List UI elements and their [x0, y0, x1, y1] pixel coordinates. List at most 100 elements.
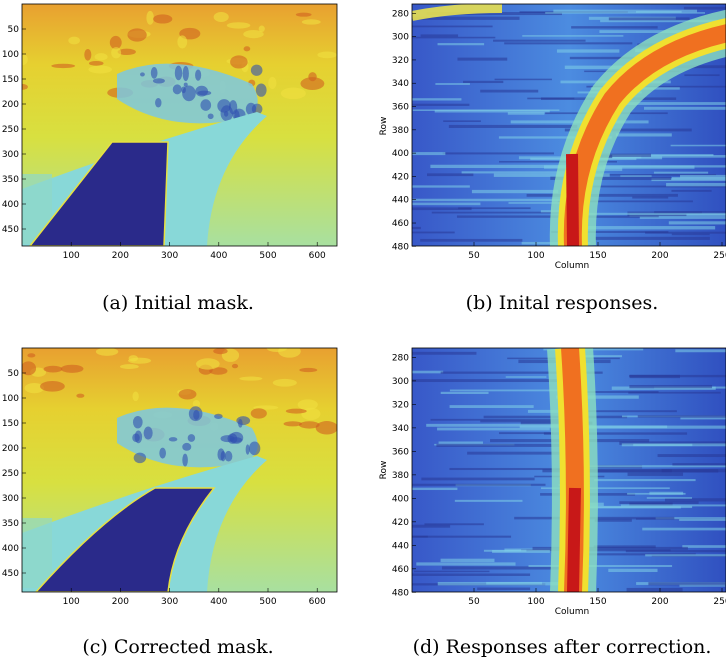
streak: [627, 492, 686, 495]
texture: [231, 363, 239, 369]
streak: [528, 565, 673, 567]
x-tick-label: 300: [161, 597, 178, 607]
streak: [578, 410, 677, 413]
streak: [620, 175, 652, 178]
texture: [152, 78, 165, 84]
axes-box: [21, 3, 338, 247]
panel: 100 200 300 400 500 600 50 100 150 200 250 300 350 40…: [2, 3, 338, 314]
y-tick-label: 440: [392, 196, 409, 206]
texture: [132, 433, 140, 443]
y-tick-label: 450: [2, 569, 19, 579]
top-band: [412, 4, 503, 21]
y-tick-label: 150: [2, 75, 19, 85]
streak: [440, 391, 489, 395]
streak: [498, 432, 553, 435]
streak: [416, 562, 516, 566]
y-tick-label: 380: [392, 126, 409, 136]
streak: [442, 152, 554, 155]
x-tick-label: 250: [713, 251, 726, 261]
y-tick-label: 350: [2, 175, 19, 185]
texture: [22, 361, 37, 376]
streak: [449, 389, 574, 392]
y-tick-label: 150: [2, 419, 19, 429]
y-tick-label: 400: [392, 149, 409, 159]
x-tick-label: 50: [468, 251, 480, 261]
band-core: [567, 487, 581, 592]
streak: [486, 581, 543, 585]
streak: [543, 432, 688, 435]
streak: [551, 231, 669, 233]
streak: [574, 215, 659, 218]
streak: [467, 451, 560, 455]
streak: [493, 39, 586, 42]
streak: [625, 549, 726, 553]
streak: [632, 196, 669, 199]
streak: [608, 568, 658, 573]
streak: [556, 395, 639, 399]
texture: [213, 12, 229, 22]
streak: [671, 233, 710, 236]
streak: [637, 415, 726, 418]
texture: [88, 65, 113, 74]
streak: [603, 154, 726, 158]
x-tick-label: 100: [63, 251, 80, 261]
streak: [671, 189, 712, 192]
streak: [477, 587, 531, 591]
x-tick-label: 200: [651, 597, 668, 607]
streak: [602, 174, 717, 176]
streak: [443, 120, 481, 122]
image: [412, 4, 726, 246]
texture: [27, 353, 36, 358]
streak: [571, 26, 658, 29]
streak: [653, 171, 709, 174]
texture: [95, 348, 119, 356]
texture: [195, 69, 202, 81]
y-tick-label: 440: [392, 541, 409, 551]
texture: [280, 87, 306, 100]
streak: [412, 16, 520, 20]
texture: [94, 53, 108, 61]
x-tick-label: 100: [527, 251, 544, 261]
streak: [639, 216, 726, 219]
image: [22, 4, 337, 246]
y-tick-label: 340: [392, 79, 409, 89]
y-tick-label: 100: [2, 50, 19, 60]
texture: [150, 67, 158, 79]
streak: [628, 391, 721, 394]
streak: [651, 178, 726, 182]
streak: [434, 109, 550, 113]
streak: [543, 348, 644, 351]
y-tick-label: 300: [392, 377, 409, 387]
x-tick-label: 300: [161, 251, 178, 261]
streak: [585, 185, 726, 188]
y-tick-label: 200: [2, 100, 19, 110]
streak: [683, 6, 726, 10]
streak: [431, 211, 563, 214]
streak: [424, 523, 484, 526]
texture: [168, 437, 178, 442]
texture: [299, 367, 318, 373]
texture: [317, 51, 337, 59]
y-tick-label: 360: [392, 447, 409, 457]
streak: [454, 499, 523, 502]
y-axis-label: Row: [379, 461, 389, 480]
streak: [627, 472, 684, 476]
streak: [412, 185, 470, 188]
texture: [229, 437, 243, 443]
streak: [615, 133, 672, 137]
texture: [187, 434, 196, 442]
streak: [646, 497, 692, 499]
texture: [182, 453, 188, 467]
texture: [140, 72, 145, 77]
streak: [427, 173, 474, 177]
x-tick-label: 200: [112, 251, 129, 261]
streak: [680, 417, 726, 420]
streak: [679, 519, 726, 521]
streak: [635, 10, 682, 13]
streak: [608, 17, 690, 21]
streak: [421, 477, 535, 481]
y-tick-label: 480: [392, 588, 409, 598]
streak: [412, 231, 455, 234]
texture: [143, 426, 153, 440]
texture: [224, 450, 233, 462]
